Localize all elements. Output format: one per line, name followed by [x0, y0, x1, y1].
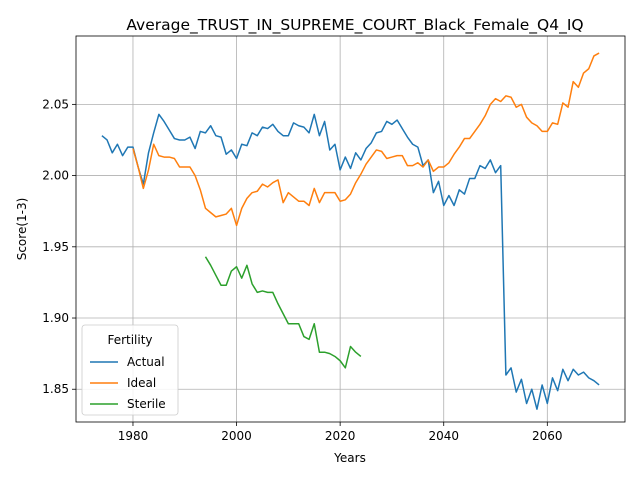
- x-axis: 1980 2000 2020 2040 2060: [118, 422, 563, 443]
- y-tick-label: 2.05: [42, 97, 69, 111]
- legend-label-sterile: Sterile: [127, 397, 166, 411]
- series-line-sterile: [204, 256, 362, 369]
- x-tick-label: 1980: [118, 429, 149, 443]
- x-tick-label: 2060: [532, 429, 563, 443]
- x-tick-label: 2040: [428, 429, 459, 443]
- series-line-ideal: [132, 52, 600, 227]
- y-tick-label: 1.85: [42, 382, 69, 396]
- y-tick-label: 2.00: [42, 169, 69, 183]
- x-tick-label: 2000: [221, 429, 252, 443]
- grid: [76, 36, 625, 422]
- legend-box: [81, 324, 179, 416]
- legend: Fertility Actual Ideal Sterile: [81, 324, 179, 416]
- legend-title: Fertility: [107, 333, 152, 347]
- y-tick-label: 1.95: [42, 240, 69, 254]
- legend-label-ideal: Ideal: [127, 376, 156, 390]
- y-axis: 1.85 1.90 1.95 2.00 2.05: [42, 97, 76, 396]
- y-axis-label: Score(1-3): [15, 198, 29, 261]
- axes-frame: [75, 35, 626, 423]
- y-tick-label: 1.90: [42, 311, 69, 325]
- plot-area: [101, 52, 600, 410]
- x-tick-label: 2020: [325, 429, 356, 443]
- series-line-actual: [101, 113, 600, 410]
- legend-label-actual: Actual: [127, 355, 165, 369]
- chart-title: Average_TRUST_IN_SUPREME_COURT_Black_Fem…: [126, 16, 583, 35]
- x-axis-label: Years: [333, 451, 366, 465]
